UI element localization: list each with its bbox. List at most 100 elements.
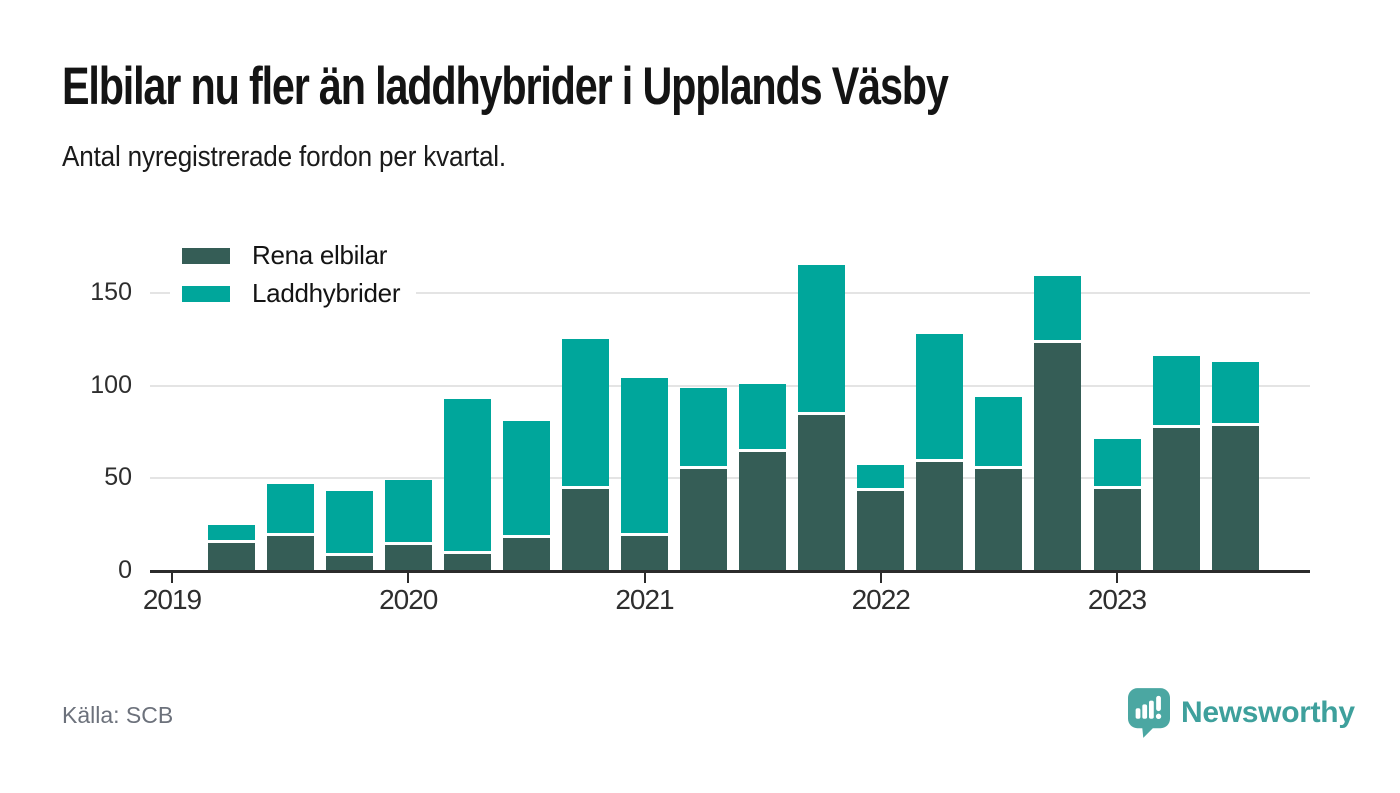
bar-segment-laddhybrider	[739, 383, 787, 450]
y-tick-label-50: 50	[104, 463, 132, 492]
bar-segment-separator	[1034, 340, 1082, 344]
bar-segment-rena-elbilar	[621, 535, 668, 571]
bar-segment-rena-elbilar	[1034, 343, 1082, 571]
legend-label-laddhybrider: Laddhybrider	[252, 278, 401, 308]
bar-segment-separator	[207, 540, 255, 544]
bar-2021-K2	[680, 387, 728, 571]
legend-item-laddhybrider: Laddhybrider	[182, 278, 400, 309]
bar-segment-rena-elbilar	[443, 554, 491, 571]
bar-segment-rena-elbilar	[739, 452, 787, 571]
bar-segment-laddhybrider	[916, 333, 964, 459]
bar-2020-K1	[384, 480, 432, 571]
bar-segment-separator	[857, 488, 905, 492]
bar-segment-separator	[975, 466, 1023, 470]
bar-segment-separator	[621, 532, 668, 536]
bar-2020-K3	[502, 420, 550, 571]
bar-2021-K3	[739, 383, 787, 571]
brand-name: Newsworthy	[1181, 696, 1355, 729]
gridline-150	[150, 292, 1310, 295]
bar-segment-separator	[680, 466, 728, 470]
bar-segment-rena-elbilar	[1152, 428, 1200, 571]
legend-item-rena-elbilar: Rena elbilar	[182, 240, 400, 271]
bar-segment-rena-elbilar	[798, 415, 846, 571]
bar-segment-laddhybrider	[502, 420, 550, 535]
bar-segment-rena-elbilar	[325, 556, 373, 571]
bar-segment-rena-elbilar	[975, 469, 1023, 571]
bar-2020-K2	[443, 398, 491, 571]
newsworthy-brand[interactable]: Newsworthy	[1128, 688, 1355, 738]
bar-2019-K3	[266, 483, 314, 571]
bar-segment-laddhybrider	[798, 265, 846, 413]
bar-segment-laddhybrider	[1093, 439, 1141, 487]
source-note: Källa: SCB	[62, 702, 174, 728]
bar-segment-separator	[798, 412, 846, 416]
x-tick-label-2020: 2020	[379, 584, 438, 615]
x-tick-label-2019: 2019	[142, 584, 202, 615]
bar-2020-K4	[561, 339, 609, 571]
bar-segment-rena-elbilar	[916, 461, 964, 571]
x-tick-2020	[407, 573, 410, 583]
bar-2023-K3	[1211, 361, 1259, 571]
bar-segment-laddhybrider	[975, 396, 1023, 467]
bar-segment-rena-elbilar	[561, 489, 609, 571]
bar-segment-rena-elbilar	[1093, 489, 1141, 571]
bar-segment-laddhybrider	[621, 378, 668, 533]
bar-segment-laddhybrider	[857, 465, 905, 489]
bar-2022-K2	[916, 333, 964, 571]
bar-2022-K3	[975, 396, 1023, 571]
bar-segment-laddhybrider	[325, 491, 373, 554]
bar-segment-laddhybrider	[1152, 356, 1200, 426]
bar-segment-rena-elbilar	[266, 535, 314, 571]
legend-swatch-laddhybrider	[182, 285, 230, 302]
legend-label-rena-elbilar: Rena elbilar	[252, 240, 388, 270]
bar-2023-K1	[1093, 439, 1141, 571]
bar-segment-separator	[502, 534, 550, 538]
chart-subtitle: Antal nyregistrerade fordon per kvartal.	[62, 141, 506, 173]
bar-segment-separator	[561, 486, 609, 490]
bar-segment-separator	[266, 532, 314, 536]
bar-segment-laddhybrider	[1034, 276, 1082, 341]
bar-segment-rena-elbilar	[502, 537, 550, 571]
bar-2023-K2	[1152, 356, 1200, 571]
gridline-50	[150, 477, 1310, 480]
bar-segment-separator	[1152, 425, 1200, 429]
bar-segment-separator	[325, 553, 373, 557]
x-tick-label-2022: 2022	[851, 584, 911, 615]
bar-segment-laddhybrider	[1211, 361, 1259, 424]
y-tick-label-100: 100	[90, 370, 132, 399]
legend: Rena elbilar Laddhybrider	[170, 238, 417, 313]
bar-segment-laddhybrider	[266, 483, 314, 533]
x-tick-2021	[643, 573, 646, 583]
y-tick-label-150: 150	[90, 278, 132, 306]
x-tick-2019	[171, 573, 173, 583]
bar-2019-K4	[325, 491, 373, 571]
bar-segment-laddhybrider	[561, 339, 609, 487]
bar-segment-laddhybrider	[384, 480, 432, 543]
bar-segment-rena-elbilar	[1211, 426, 1259, 571]
page-title: Elbilar nu fler än laddhybrider i Upplan…	[62, 57, 949, 116]
bar-segment-laddhybrider	[680, 387, 728, 467]
bar-segment-rena-elbilar	[207, 543, 255, 571]
bar-2019-K2	[207, 524, 255, 571]
bar-segment-laddhybrider	[207, 524, 255, 541]
bar-segment-separator	[1211, 423, 1259, 427]
bar-2021-K4	[798, 265, 846, 571]
bar-segment-separator	[443, 551, 491, 555]
x-tick-2022	[879, 573, 882, 583]
bar-segment-rena-elbilar	[384, 545, 432, 571]
x-tick-label-2023: 2023	[1087, 584, 1147, 615]
bar-segment-laddhybrider	[443, 398, 491, 552]
bar-segment-separator	[739, 449, 787, 453]
bar-segment-rena-elbilar	[680, 469, 728, 571]
bar-2021-K1	[621, 378, 668, 571]
bar-segment-rena-elbilar	[857, 491, 905, 571]
legend-swatch-rena-elbilar	[182, 247, 230, 264]
bar-segment-separator	[384, 542, 432, 546]
bar-2022-K1	[857, 465, 905, 571]
plot-area	[150, 230, 1310, 583]
bar-segment-separator	[916, 458, 964, 462]
bar-2022-K4	[1034, 276, 1082, 571]
bar-segment-separator	[1093, 486, 1141, 490]
x-axis-line	[150, 570, 1310, 573]
